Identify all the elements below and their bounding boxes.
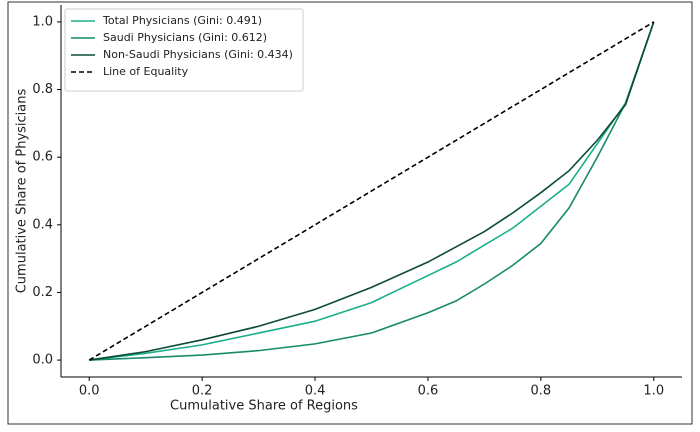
legend-label: Non-Saudi Physicians (Gini: 0.434) — [103, 48, 293, 61]
y-tick-label: 1.0 — [32, 14, 53, 29]
x-tick-label: 0.0 — [79, 384, 100, 399]
x-tick-label: 0.8 — [531, 384, 552, 399]
lorenz-curve — [89, 21, 655, 361]
legend-label: Saudi Physicians (Gini: 0.612) — [103, 31, 267, 44]
legend-box — [64, 8, 304, 92]
y-axis-label: Cumulative Share of Physicians — [15, 89, 30, 294]
lorenz-curve — [89, 21, 655, 361]
y-tick-label: 0.8 — [32, 82, 53, 97]
y-tick-label: 0.6 — [32, 150, 53, 165]
y-tick-label: 0.4 — [32, 217, 53, 232]
y-tick-label: 0.0 — [32, 353, 53, 368]
legend-label: Line of Equality — [103, 65, 189, 78]
equality-line — [88, 21, 655, 361]
x-tick-label: 1.0 — [643, 384, 664, 399]
legend-label: Total Physicians (Gini: 0.491) — [102, 14, 262, 27]
x-axis-label: Cumulative Share of Regions — [170, 399, 358, 414]
y-tick-label: 0.2 — [32, 285, 53, 300]
x-tick-label: 0.4 — [305, 384, 326, 399]
lorenz-curve — [89, 21, 655, 361]
x-tick-label: 0.2 — [192, 384, 213, 399]
frame — [7, 1, 693, 425]
x-tick-label: 0.6 — [418, 384, 439, 399]
